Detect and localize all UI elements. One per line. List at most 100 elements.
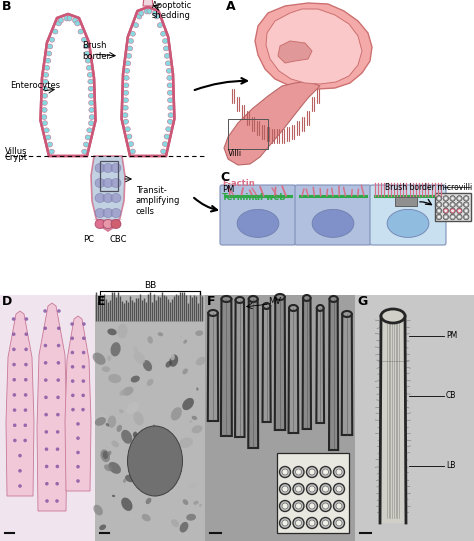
Circle shape (280, 518, 291, 529)
Ellipse shape (44, 128, 49, 133)
Polygon shape (40, 14, 95, 156)
Ellipse shape (124, 75, 129, 81)
Ellipse shape (154, 494, 156, 497)
Circle shape (44, 378, 47, 382)
Ellipse shape (92, 353, 106, 365)
Circle shape (70, 322, 74, 326)
Ellipse shape (111, 179, 121, 188)
Text: MV: MV (268, 296, 282, 306)
Circle shape (336, 503, 342, 509)
Ellipse shape (56, 21, 61, 26)
Ellipse shape (107, 328, 117, 335)
Ellipse shape (47, 142, 53, 147)
Ellipse shape (110, 342, 121, 357)
Ellipse shape (119, 390, 126, 396)
Circle shape (336, 520, 342, 526)
Ellipse shape (100, 450, 110, 462)
Ellipse shape (49, 37, 55, 42)
Circle shape (443, 202, 448, 207)
Ellipse shape (85, 135, 91, 140)
Ellipse shape (193, 500, 199, 505)
Ellipse shape (312, 209, 354, 237)
Circle shape (57, 309, 61, 313)
Circle shape (465, 203, 467, 206)
Circle shape (293, 500, 304, 511)
Ellipse shape (137, 14, 142, 19)
Circle shape (280, 466, 291, 478)
Ellipse shape (317, 305, 324, 311)
Ellipse shape (78, 29, 83, 34)
Ellipse shape (53, 29, 58, 34)
Ellipse shape (154, 14, 160, 19)
Circle shape (71, 365, 74, 368)
Ellipse shape (146, 505, 150, 510)
Polygon shape (6, 311, 34, 496)
Ellipse shape (171, 519, 179, 527)
Ellipse shape (148, 459, 159, 469)
Circle shape (55, 499, 59, 503)
Ellipse shape (141, 451, 149, 462)
Ellipse shape (221, 296, 231, 302)
Ellipse shape (128, 38, 134, 43)
Circle shape (44, 326, 47, 330)
Ellipse shape (128, 142, 134, 147)
Ellipse shape (387, 209, 429, 237)
Ellipse shape (167, 75, 173, 81)
Text: PM: PM (446, 332, 457, 340)
Polygon shape (275, 297, 285, 430)
Circle shape (436, 196, 442, 201)
Ellipse shape (161, 31, 166, 36)
Circle shape (13, 439, 17, 442)
Ellipse shape (188, 483, 197, 488)
Text: Terminal web: Terminal web (222, 194, 285, 202)
Circle shape (280, 500, 291, 511)
Ellipse shape (42, 93, 48, 98)
Ellipse shape (125, 474, 135, 482)
Circle shape (334, 466, 345, 478)
Circle shape (336, 469, 342, 475)
Circle shape (334, 484, 345, 494)
Ellipse shape (87, 128, 92, 133)
Text: LB: LB (446, 461, 456, 471)
Circle shape (458, 216, 461, 219)
Ellipse shape (84, 51, 90, 56)
Ellipse shape (88, 93, 94, 98)
Circle shape (295, 503, 301, 509)
Ellipse shape (237, 209, 279, 237)
Text: PC: PC (83, 234, 94, 243)
Circle shape (18, 454, 22, 458)
Circle shape (456, 214, 462, 220)
Circle shape (71, 408, 75, 412)
Circle shape (293, 466, 304, 478)
Ellipse shape (112, 495, 115, 497)
Polygon shape (208, 313, 218, 421)
Ellipse shape (83, 142, 89, 147)
Ellipse shape (186, 514, 196, 520)
Circle shape (45, 447, 48, 451)
Circle shape (451, 203, 454, 206)
Ellipse shape (111, 220, 121, 228)
Polygon shape (289, 308, 298, 433)
Text: CB: CB (446, 392, 456, 400)
Circle shape (45, 413, 48, 417)
Circle shape (56, 395, 60, 399)
Ellipse shape (75, 21, 80, 26)
Ellipse shape (144, 9, 149, 14)
Circle shape (445, 216, 447, 219)
Ellipse shape (119, 410, 124, 413)
Ellipse shape (122, 113, 128, 117)
Bar (355, 295, 474, 541)
Ellipse shape (111, 440, 119, 447)
Ellipse shape (144, 436, 148, 439)
Ellipse shape (82, 149, 87, 154)
Circle shape (309, 486, 315, 492)
Ellipse shape (165, 61, 171, 66)
Circle shape (76, 437, 80, 440)
Circle shape (56, 430, 60, 434)
Ellipse shape (123, 119, 128, 124)
Ellipse shape (41, 115, 47, 120)
Text: Apoptotic
shedding: Apoptotic shedding (152, 1, 192, 21)
Circle shape (71, 379, 74, 383)
Circle shape (436, 214, 442, 220)
Text: Enterocytes: Enterocytes (10, 82, 60, 90)
